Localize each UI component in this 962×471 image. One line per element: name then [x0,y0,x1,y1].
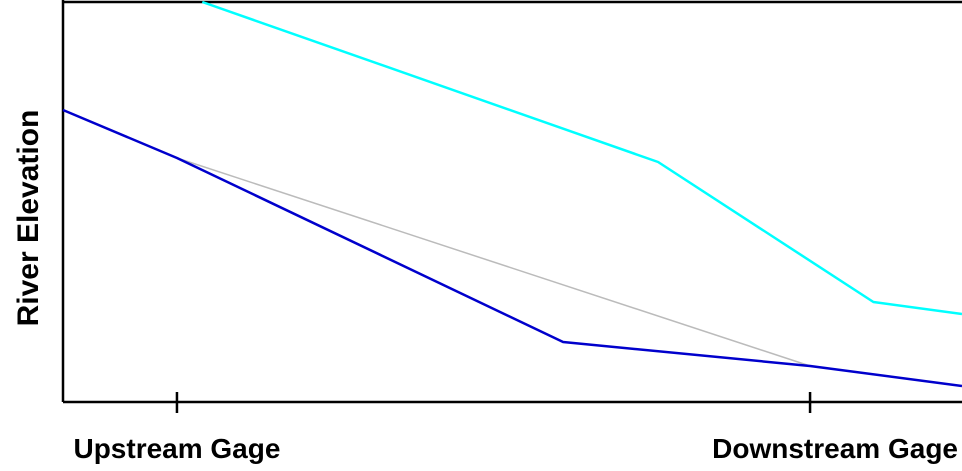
x-tick-label-2: Downstream Gage [712,433,958,464]
series-line-2 [62,108,962,388]
x-tick-label-1: Upstream Gage [73,433,280,464]
tick-layer: Upstream Gage Downstream Gage [73,392,958,464]
series-line-3 [176,157,811,367]
series-line-1 [201,0,962,316]
plot-frame [61,0,962,404]
series-layer [62,0,962,388]
y-axis-title: River Elevation [12,110,45,327]
